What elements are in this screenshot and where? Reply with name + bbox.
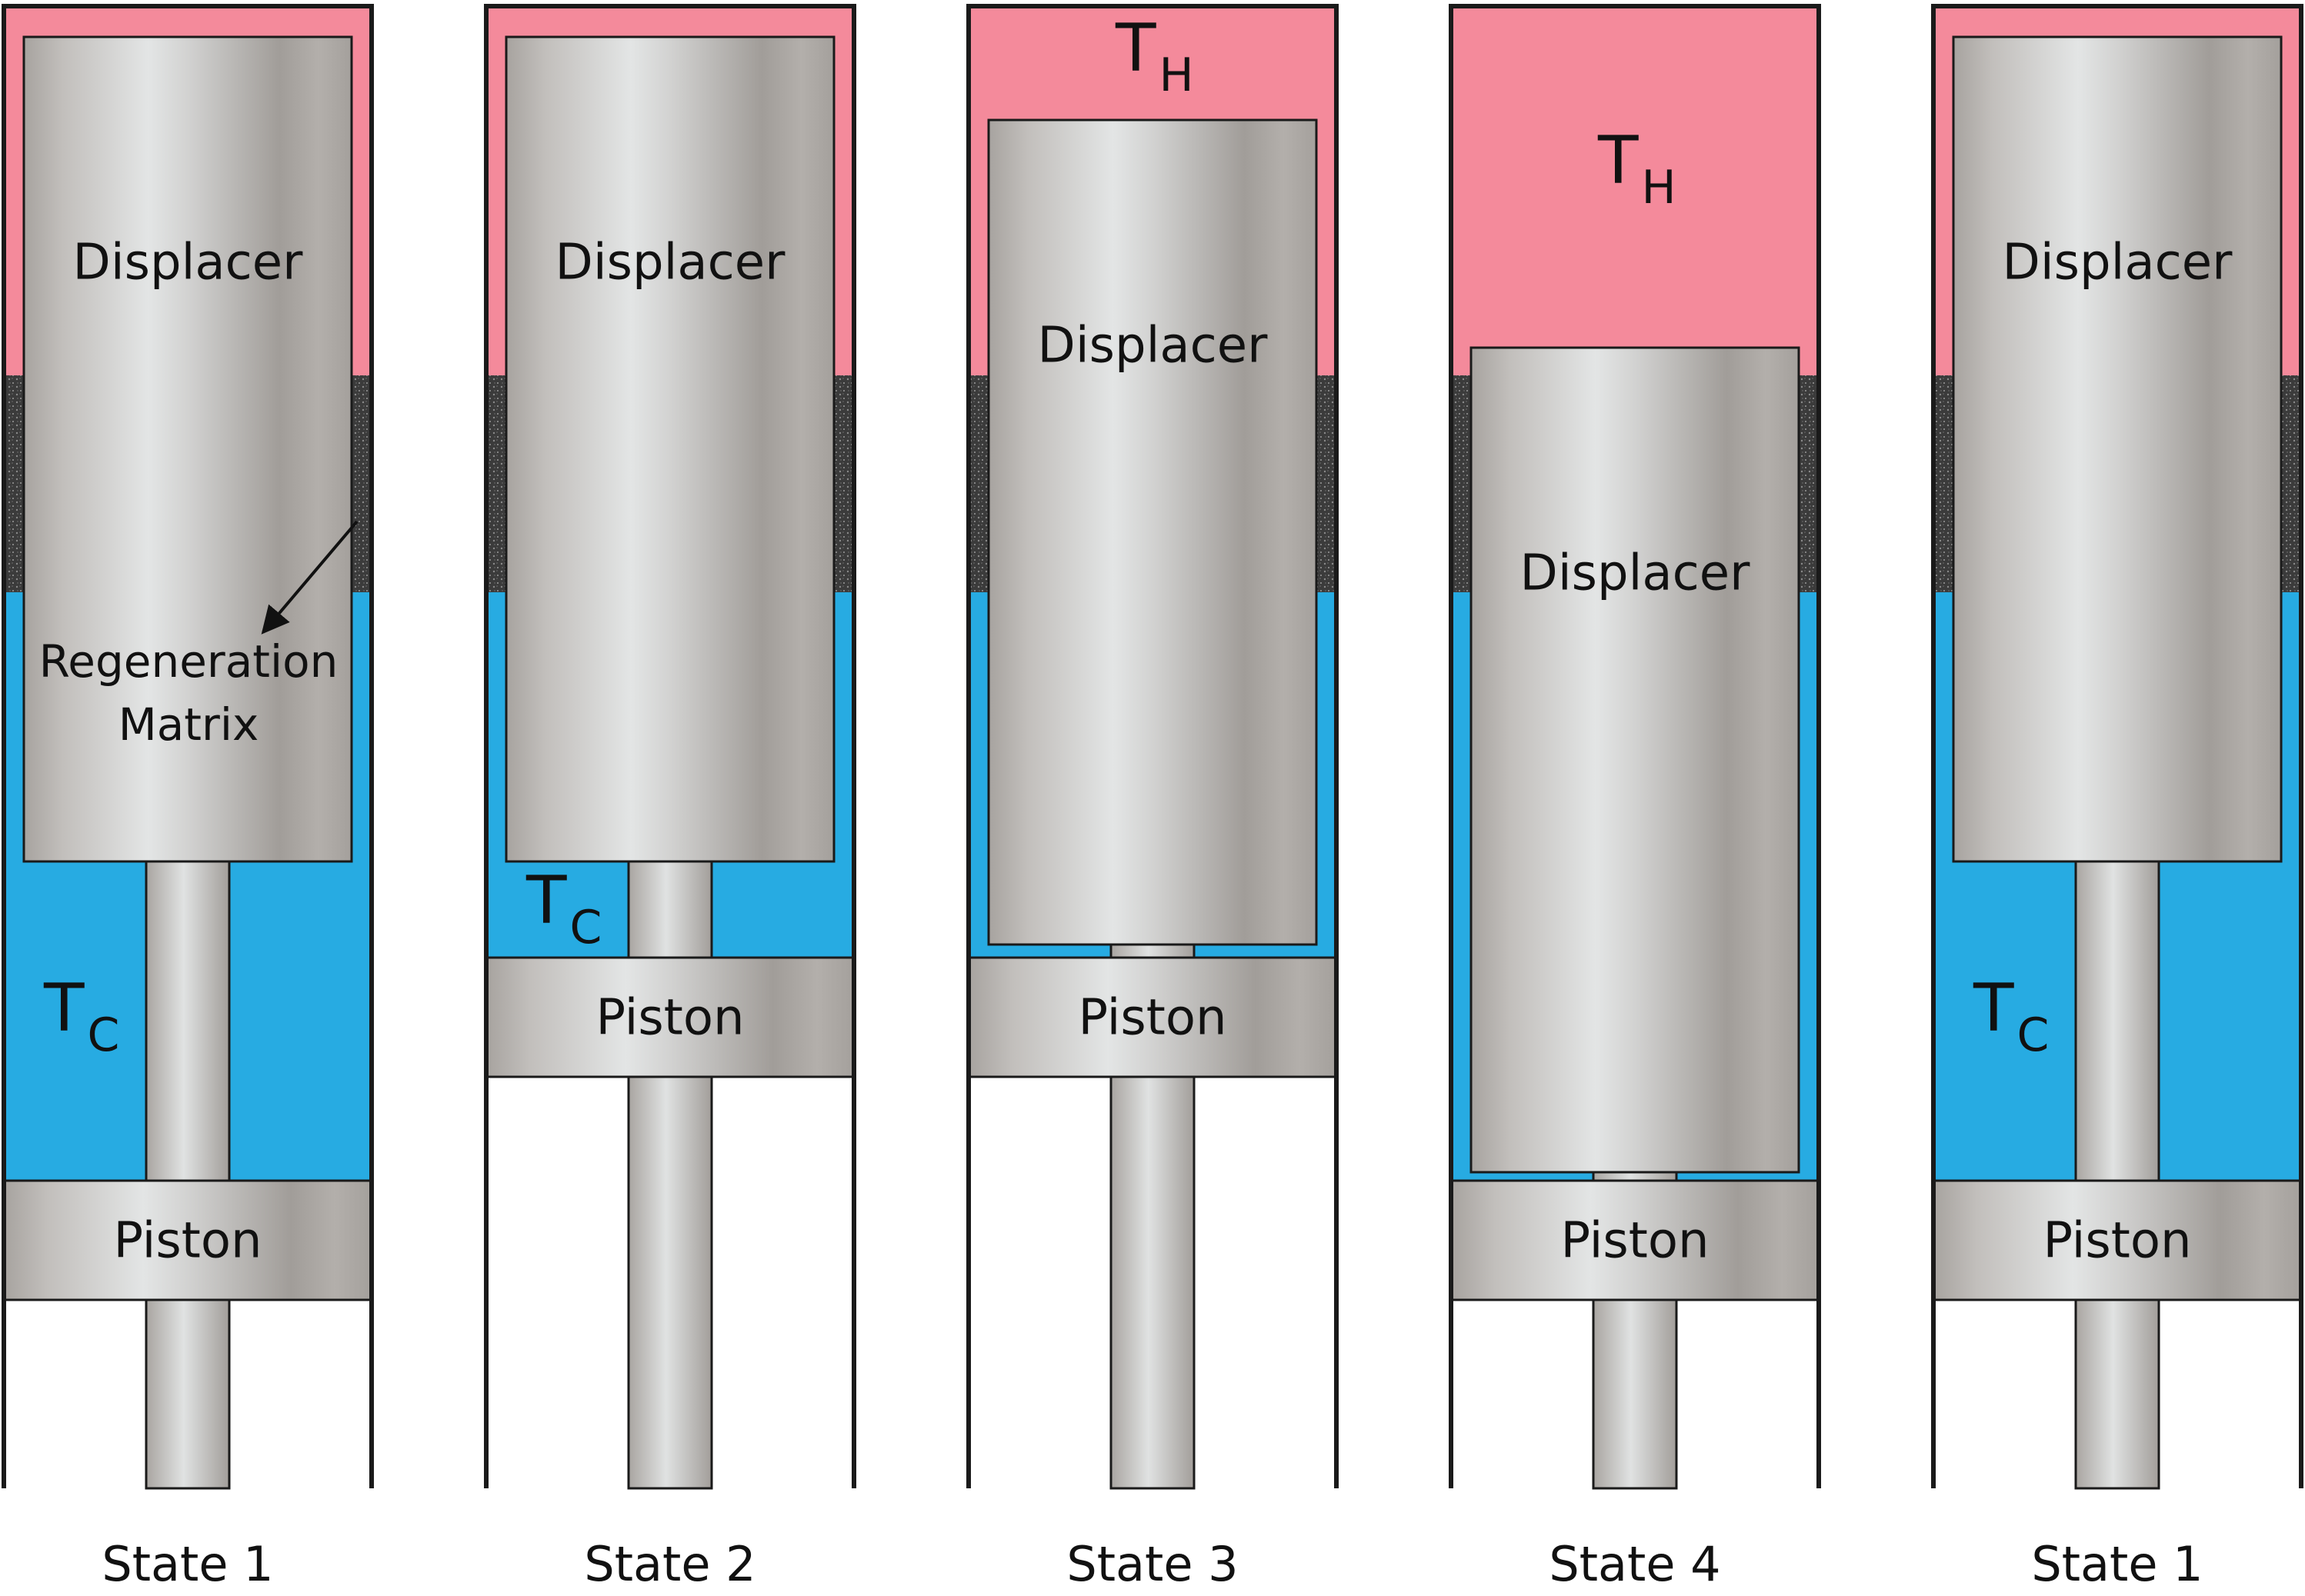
displacer-rod [627,860,713,959]
cylinder-state-2: Displacer Piston State 2 TC [484,4,856,1592]
piston-label: Piston [1078,990,1226,1047]
state-label: State 4 [1549,1536,1720,1592]
displacer-rod [2074,860,2160,1182]
regeneration-label-line1: Regeneration [39,635,339,688]
piston-label: Piston [113,1213,262,1270]
cylinder-state-4: Displacer Piston State 4 TH [1449,4,1821,1592]
displacer-label: Displacer [555,235,786,292]
displacer-rod [145,860,231,1182]
displacer [22,35,353,863]
piston-rod [627,1075,713,1490]
state-label: State 1 [2031,1536,2203,1592]
displacer [1952,35,2283,863]
hot-temperature-label: TH [1597,122,1676,215]
displacer-label: Displacer [1038,318,1269,375]
cylinder-wall [2,4,374,1488]
state-label: State 3 [1066,1536,1238,1592]
hot-temperature-label: TH [1115,10,1194,102]
displacer-rod [1592,1171,1678,1182]
state-label: State 2 [584,1536,756,1592]
cylinder-wall [1931,4,2303,1488]
cylinder-state-1-repeat: Displacer Piston State 1 TC [1931,4,2303,1592]
cylinder-state-3: Displacer Piston State 3 TH [966,4,1339,1592]
displacer [505,35,836,863]
displacer-label: Displacer [1520,545,1751,602]
displacer-rod [1109,943,1196,959]
piston-label: Piston [595,990,744,1047]
piston-rod [1109,1075,1196,1490]
displacer [987,118,1318,946]
cold-temperature-label: TC [525,862,602,955]
piston-rod [2074,1298,2160,1490]
piston-label: Piston [2043,1213,2191,1270]
piston [967,956,1338,1078]
cylinder-wall [1449,4,1821,1488]
cold-temperature-label: TC [1973,970,2049,1062]
cylinder-state-1: Displacer Piston State 1 TC [2,4,374,1592]
cold-temperature-label: TC [43,970,119,1062]
hot-gas-region [1451,6,1819,375]
cylinder-wall [484,4,856,1488]
piston-rod [1592,1298,1678,1490]
piston [1449,1179,1820,1301]
piston [2,1179,373,1301]
regeneration-arrow [261,520,359,635]
piston-label: Piston [1560,1213,1709,1270]
regeneration-label-line2: Matrix [118,698,259,751]
piston [485,956,856,1078]
piston [1932,1179,2303,1301]
cylinder-wall [966,4,1339,1488]
displacer-label: Displacer [73,235,304,292]
state-label: State 1 [102,1536,273,1592]
displacer-label: Displacer [2003,235,2233,292]
regeneration-matrix-annotation: Regeneration Matrix [39,520,359,751]
displacer [1469,346,1800,1174]
piston-rod [145,1298,231,1490]
